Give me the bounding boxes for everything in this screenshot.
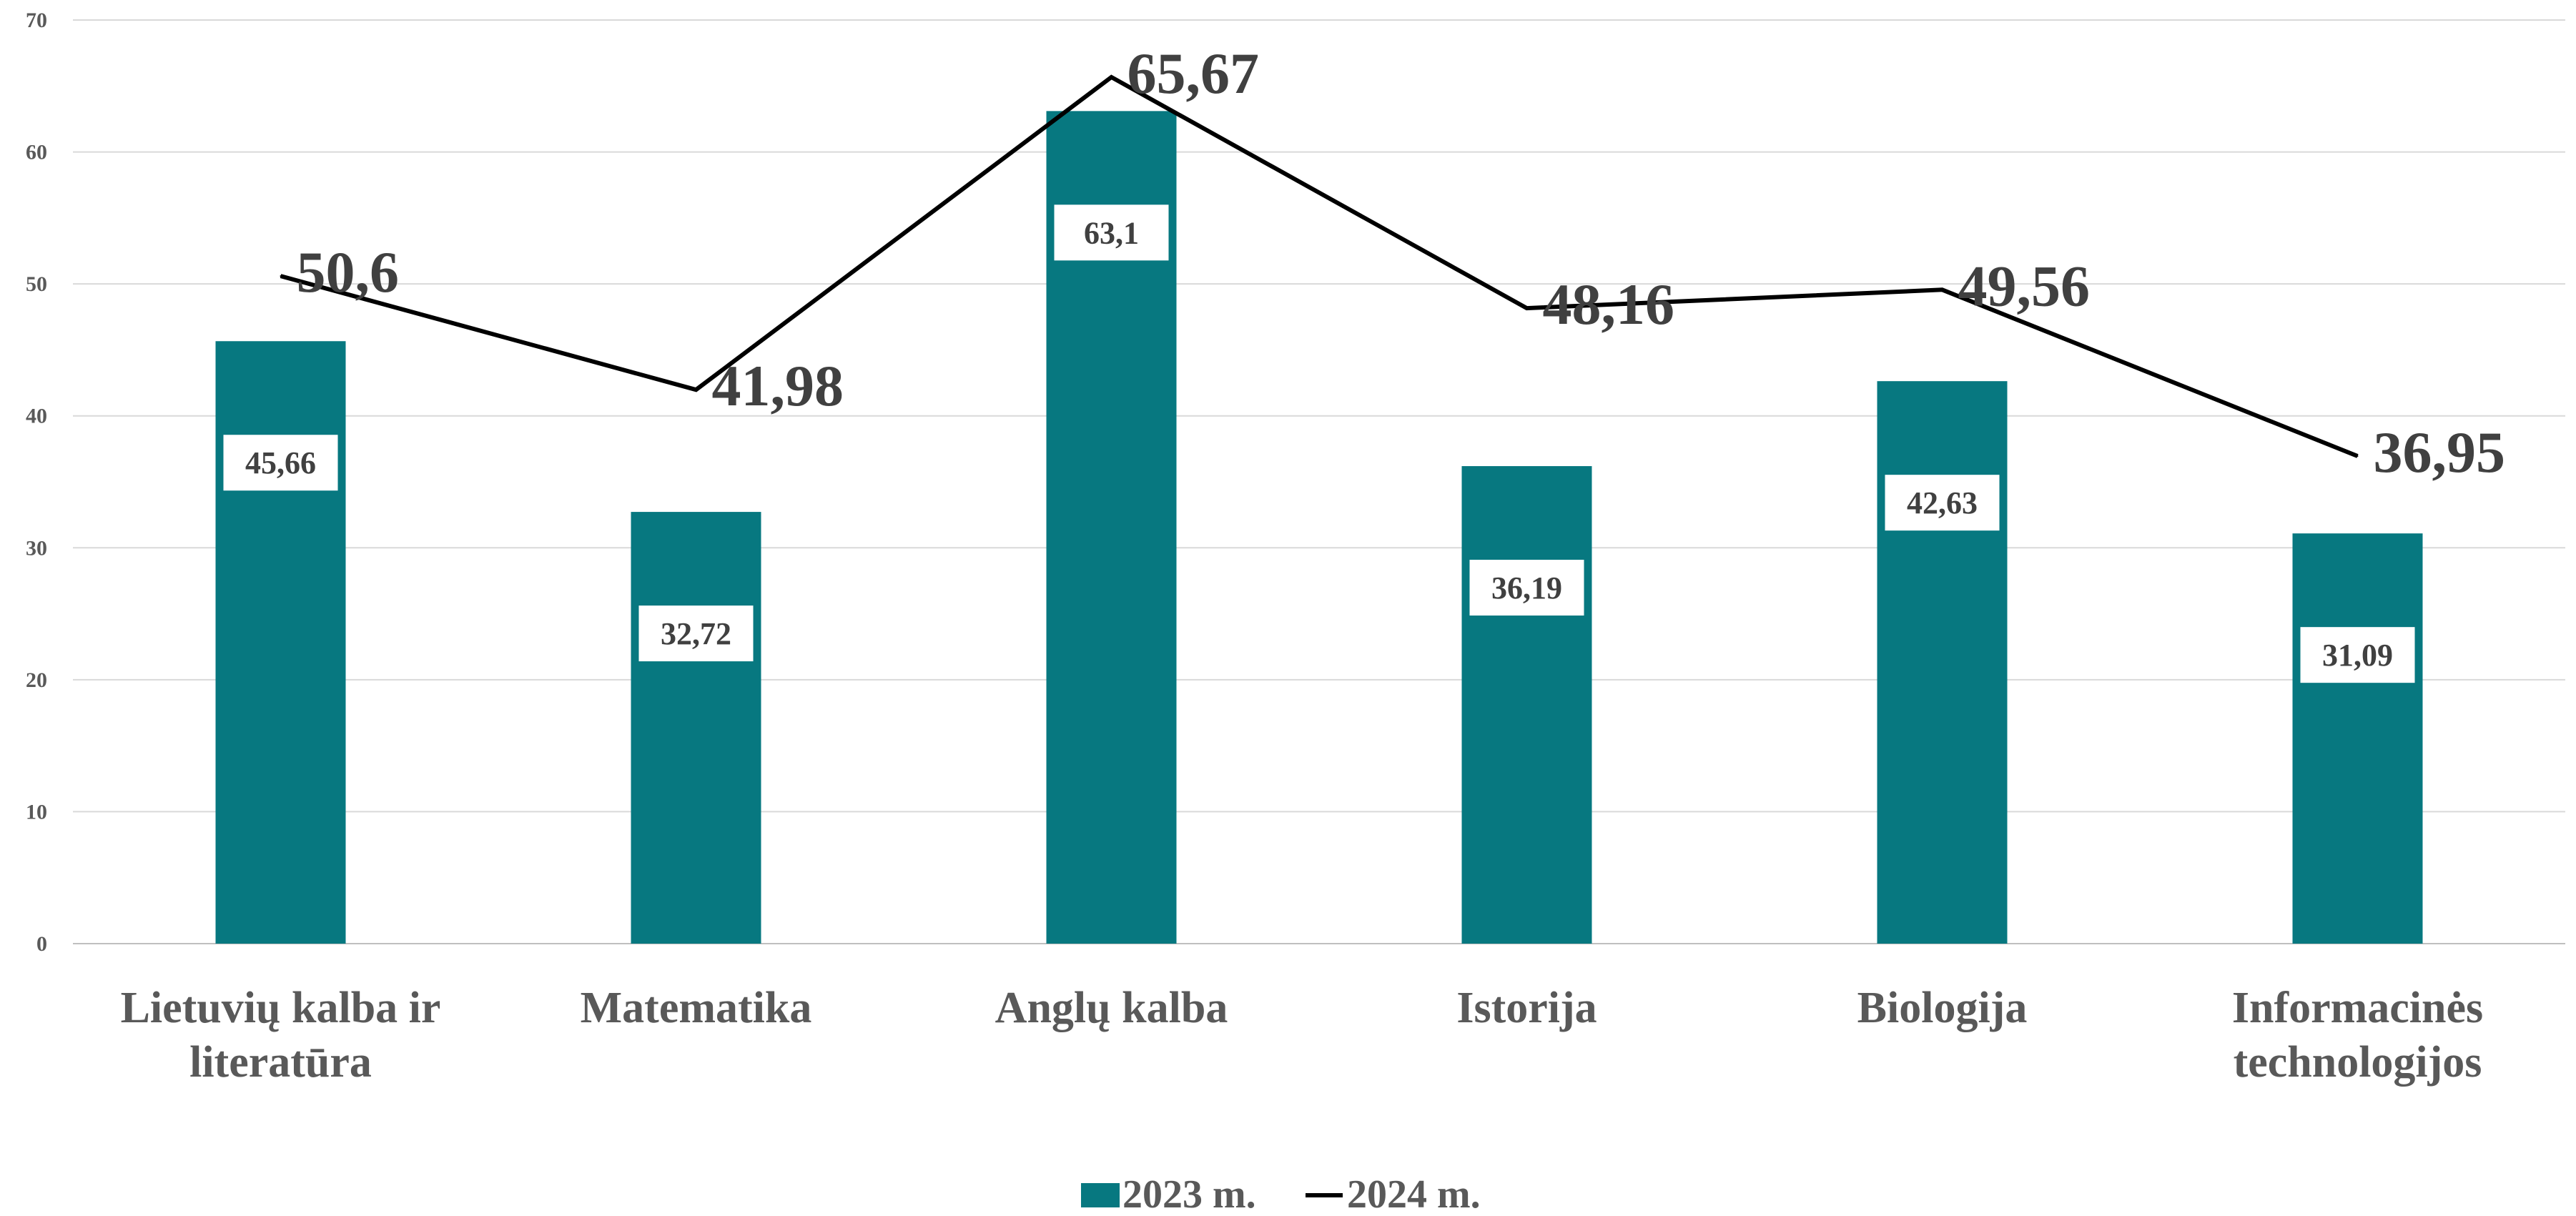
bar-data-labels: 45,66 32,72 63,1 36,19 42,63 31,09 — [223, 204, 2415, 683]
bar-label-text: 63,1 — [1084, 215, 1139, 250]
bar-data-label: 31,09 — [2300, 627, 2415, 683]
legend: 2023 m. 2024 m. — [1081, 1172, 1481, 1216]
y-tick-label: 60 — [26, 141, 47, 164]
y-tick-label: 50 — [26, 272, 47, 296]
y-tick-label: 70 — [26, 9, 47, 32]
bar — [1877, 381, 2008, 944]
y-tick-label: 30 — [26, 536, 47, 560]
series-line — [280, 74, 2359, 458]
x-category-label: Lietuvių kalba ir literatūra — [121, 984, 441, 1087]
y-tick-label: 0 — [36, 932, 47, 956]
line-series — [280, 74, 2359, 458]
bar-label-text: 32,72 — [661, 616, 731, 651]
x-category-label-line: technologijos — [2234, 1038, 2482, 1087]
line-data-label: 49,56 — [1958, 253, 2091, 318]
y-tick-label: 20 — [26, 668, 47, 692]
bar-label-box — [2300, 627, 2415, 683]
bar — [2292, 533, 2423, 944]
line-point — [1941, 289, 1943, 291]
y-axis: 0 10 20 30 40 50 60 70 — [26, 9, 47, 956]
y-tick-label: 40 — [26, 405, 47, 428]
bar — [215, 341, 346, 944]
legend-label-2023: 2023 m. — [1122, 1172, 1256, 1216]
bar-label-box — [1885, 475, 2000, 531]
line-point — [2357, 455, 2359, 458]
bar-data-label: 63,1 — [1054, 204, 1169, 261]
y-tick-label: 10 — [26, 800, 47, 824]
gridlines — [73, 19, 2565, 944]
x-category-label: Anglų kalba — [995, 984, 1228, 1032]
line-point — [1526, 307, 1528, 310]
line-point — [695, 389, 697, 391]
line-data-label: 36,95 — [2374, 420, 2506, 485]
bar — [631, 512, 761, 944]
line-point — [1110, 76, 1112, 78]
line-point — [280, 275, 282, 277]
bar-data-label: 45,66 — [223, 435, 338, 491]
bar-label-box — [1469, 560, 1584, 616]
x-category-label-line: Informacinės — [2232, 984, 2483, 1032]
bar-data-label: 42,63 — [1885, 475, 2000, 531]
x-axis: Lietuvių kalba ir literatūra Matematika Ang… — [121, 984, 2484, 1087]
bar-label-text: 36,19 — [1491, 570, 1562, 605]
legend-swatch-2023 — [1081, 1183, 1120, 1207]
bar — [1461, 466, 1592, 944]
x-category-label-line: Matematika — [581, 984, 812, 1032]
x-category-label-line: Biologija — [1857, 984, 2028, 1032]
bar-label-box — [638, 605, 754, 662]
bar-label-box — [1054, 204, 1169, 261]
bar-label-text: 45,66 — [245, 445, 316, 480]
line-data-label: 41,98 — [712, 353, 844, 418]
x-category-label-line: Anglų kalba — [995, 984, 1228, 1032]
bar-label-box — [223, 435, 338, 491]
x-category-label-line: literatūra — [189, 1038, 372, 1087]
bar-data-label: 32,72 — [638, 605, 754, 662]
x-category-label: Istorija — [1456, 984, 1597, 1032]
x-category-label-line: Lietuvių kalba ir — [121, 984, 441, 1032]
bar-series — [215, 111, 2423, 944]
line-data-label: 48,16 — [1543, 272, 1675, 337]
bar-data-label: 36,19 — [1469, 560, 1584, 616]
x-category-label: Biologija — [1857, 984, 2028, 1032]
x-category-label: Matematika — [581, 984, 812, 1032]
line-data-labels: 50,6 41,98 65,67 48,16 49,56 36,95 — [297, 41, 2506, 485]
line-data-label: 65,67 — [1127, 41, 1260, 106]
bar-label-text: 42,63 — [1907, 485, 1978, 520]
x-category-label: Informacinės technologijos — [2232, 984, 2483, 1087]
line-data-label: 50,6 — [297, 239, 400, 305]
legend-label-2024: 2024 m. — [1347, 1172, 1481, 1216]
x-category-label-line: Istorija — [1456, 984, 1597, 1032]
bar-label-text: 31,09 — [2322, 638, 2393, 673]
